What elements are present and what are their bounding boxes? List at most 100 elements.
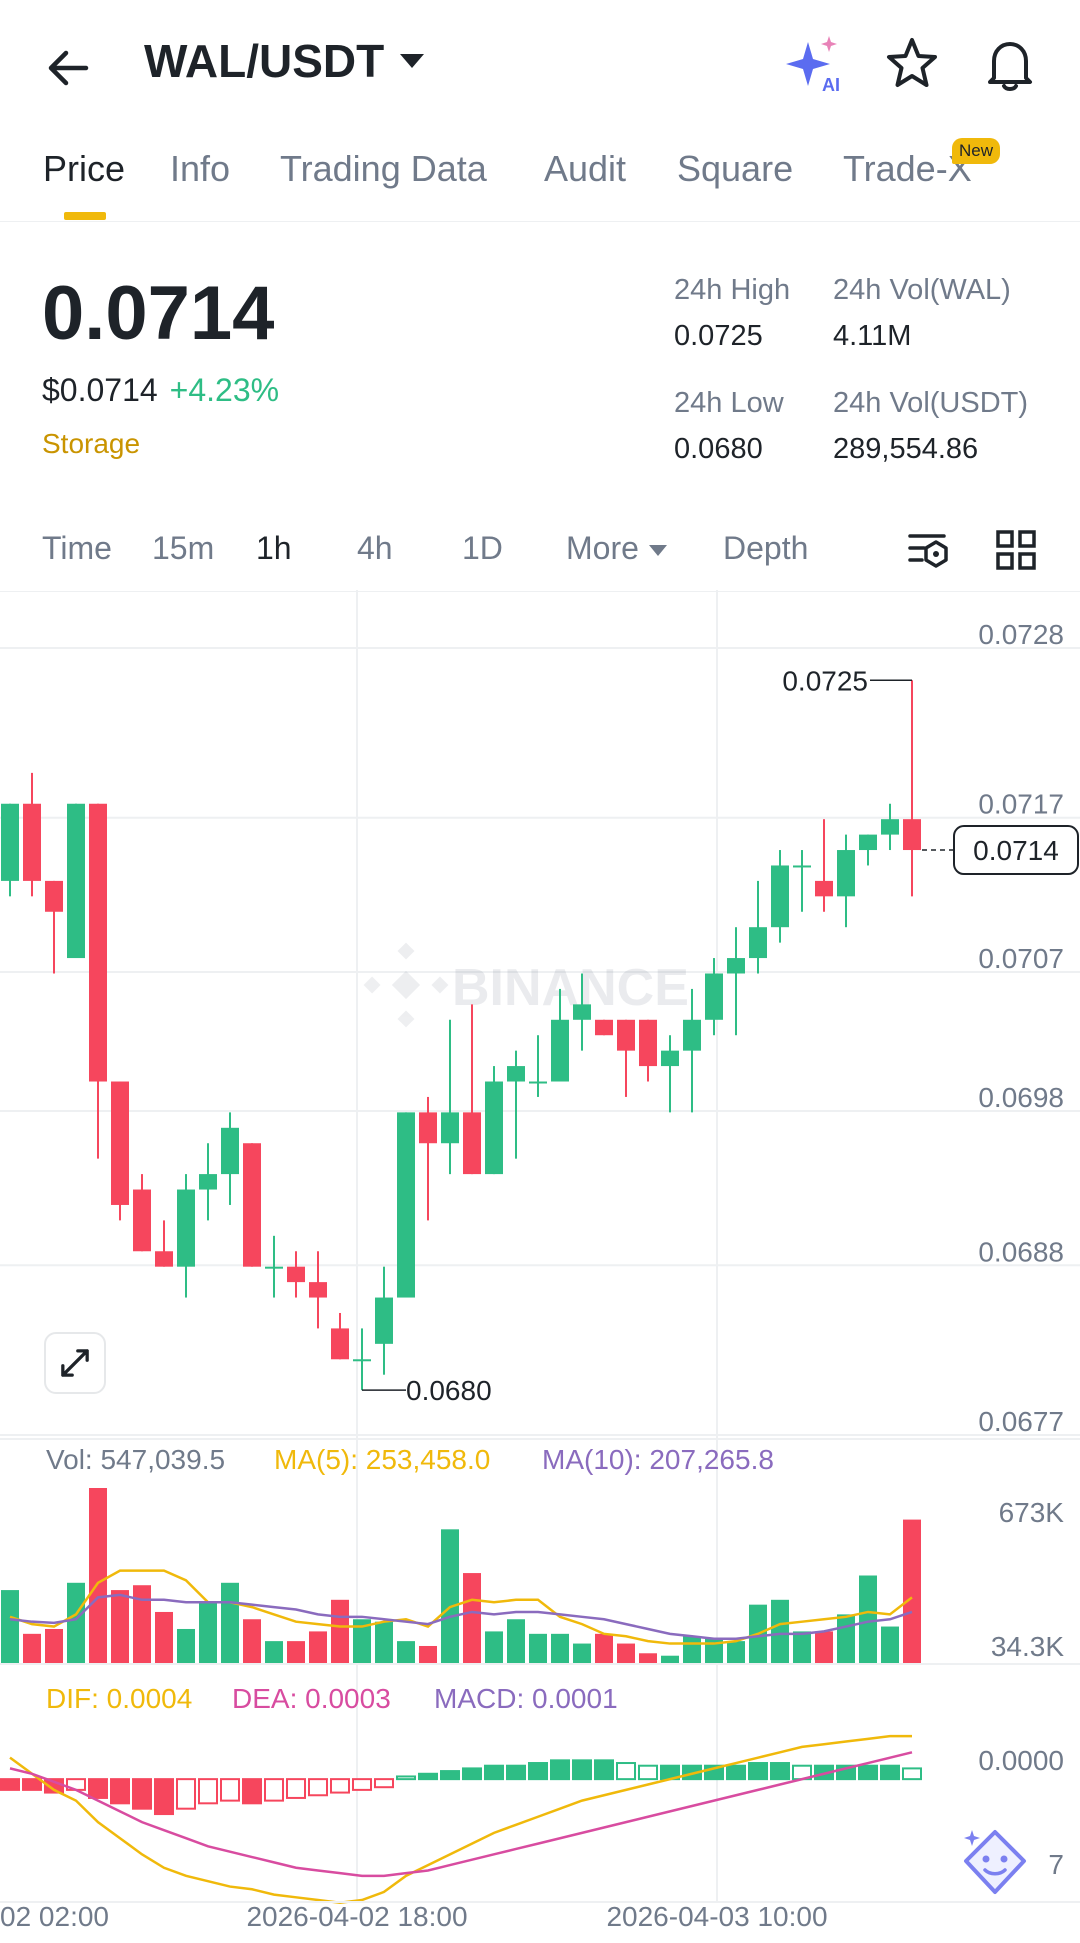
back-arrow-icon[interactable] (42, 40, 98, 96)
dea-line (9, 1751, 913, 1878)
macd-hist-bar (396, 1775, 416, 1781)
chevron-down-icon (400, 54, 425, 68)
tab-trading-data[interactable]: Trading Data (280, 148, 487, 189)
volume-bar (573, 1643, 591, 1663)
macd-hist-bar (264, 1778, 284, 1802)
volume-bar (529, 1633, 547, 1663)
macd-hist-bar (110, 1778, 130, 1805)
price-axis-label: 0.0707 (978, 943, 1064, 974)
vol-base-label: 24h Vol(WAL) (833, 274, 1011, 306)
usd-price: $0.0714 (42, 372, 158, 408)
macd-hist-bar (352, 1778, 372, 1791)
macd-hist-bar (440, 1770, 460, 1781)
candle-body (177, 1189, 195, 1267)
volume-ma10-line (9, 1593, 913, 1640)
macd-hist-bar (748, 1762, 768, 1781)
dif-line (9, 1734, 912, 1904)
macd-hist-bar (572, 1759, 592, 1781)
macd-hist-bar (154, 1778, 174, 1816)
candle-body (485, 1081, 503, 1175)
macd-hist-bar (418, 1772, 438, 1781)
candle-body (1, 803, 19, 881)
high-label: 24h High (674, 274, 791, 306)
volume-bar (243, 1619, 261, 1663)
ai-label: AI (822, 75, 840, 94)
usd-price-row: $0.0714 +4.23% (42, 372, 279, 409)
macd-hist-bar (770, 1762, 790, 1781)
interval-4h[interactable]: 4h (357, 530, 393, 566)
volume-bar (837, 1614, 855, 1663)
volume-bar (793, 1631, 811, 1663)
high-value: 0.0725 (674, 320, 763, 352)
ai-sparkle-icon[interactable]: AI (786, 34, 846, 94)
candle-body (89, 803, 107, 1082)
macd-hist-bar (902, 1767, 922, 1781)
low-label: 24h Low (674, 387, 784, 419)
volume-bar (397, 1641, 415, 1663)
macd-hist-bar (132, 1778, 152, 1810)
macd-hist-bar (286, 1778, 306, 1799)
interval-1h[interactable]: 1h (256, 530, 292, 566)
macd-axis-zero: 0.0000 (978, 1745, 1064, 1776)
macd-histogram (0, 1759, 922, 1816)
candle-body (331, 1328, 349, 1360)
interval-depth[interactable]: Depth (723, 530, 809, 566)
candle-body (683, 1019, 701, 1051)
candle-body (221, 1127, 239, 1175)
volume-bar (661, 1655, 679, 1663)
interval-15m[interactable]: 15m (152, 530, 215, 566)
candle-body (155, 1251, 173, 1267)
bell-icon[interactable] (980, 34, 1040, 94)
dif-label: DIF: 0.0004 (46, 1683, 192, 1714)
candle-body (419, 1112, 437, 1144)
pair-selector[interactable]: WAL/USDT (144, 34, 425, 88)
time-label-3: 2026-04-03 10:00 (606, 1901, 827, 1932)
category-tag[interactable]: Storage (42, 428, 141, 459)
candle-body (639, 1019, 657, 1067)
volume-bar (595, 1633, 613, 1663)
volume-bar (485, 1631, 503, 1663)
interval-1d[interactable]: 1D (462, 530, 503, 566)
volume-bar (265, 1641, 283, 1663)
active-tab-indicator (64, 212, 106, 220)
last-price: 0.0714 (42, 271, 275, 356)
volume-bar (507, 1619, 525, 1663)
volume-bar (199, 1602, 217, 1663)
price-change: +4.23% (169, 372, 280, 408)
volume-bar (67, 1582, 85, 1663)
macd-hist-bar (484, 1764, 504, 1781)
volume-label: Vol: 547,039.5 (46, 1444, 225, 1475)
volume-bar (1, 1590, 19, 1663)
layout-grid-icon[interactable] (994, 528, 1038, 572)
price-chart[interactable]: BINANCE 0.07280.07170.07070.06980.06880.… (0, 590, 1080, 1943)
candle-body (705, 973, 723, 1020)
indicator-settings-icon[interactable] (906, 528, 950, 572)
macd-hist-bar (176, 1778, 196, 1810)
candle-body (595, 1019, 613, 1036)
interval-more[interactable]: More (566, 530, 667, 567)
tab-audit[interactable]: Audit (544, 148, 627, 189)
pair-name: WAL/USDT (144, 35, 385, 87)
star-icon[interactable] (882, 34, 942, 94)
macd-hist-bar (550, 1759, 570, 1781)
interval-time[interactable]: Time (42, 530, 112, 566)
section-tabs: Price Info Trading Data Audit Square Tra… (0, 140, 1080, 222)
tab-price[interactable]: Price (43, 148, 126, 189)
expand-chart-icon[interactable] (44, 1332, 106, 1394)
macd-hist-bar (198, 1778, 218, 1805)
volume-axis-top: 673K (999, 1497, 1065, 1528)
volume-bar (463, 1573, 481, 1663)
tab-trade-x[interactable]: Trade-X (843, 148, 972, 189)
candle-body (771, 865, 789, 928)
volume-bar (331, 1599, 349, 1663)
volume-bar (309, 1631, 327, 1663)
candle-body (881, 819, 899, 835)
volume-bar (727, 1641, 745, 1663)
assistant-bot-icon[interactable] (958, 1826, 1032, 1900)
price-axis: 0.0728 0.0717 0.0707 0.0698 0.0688 0.0677 (978, 619, 1064, 1437)
volume-ma5-line (9, 1569, 913, 1645)
candle-body (353, 1359, 371, 1362)
macd-hist-bar (22, 1778, 42, 1791)
tab-square[interactable]: Square (677, 148, 794, 189)
tab-info[interactable]: Info (170, 148, 231, 189)
